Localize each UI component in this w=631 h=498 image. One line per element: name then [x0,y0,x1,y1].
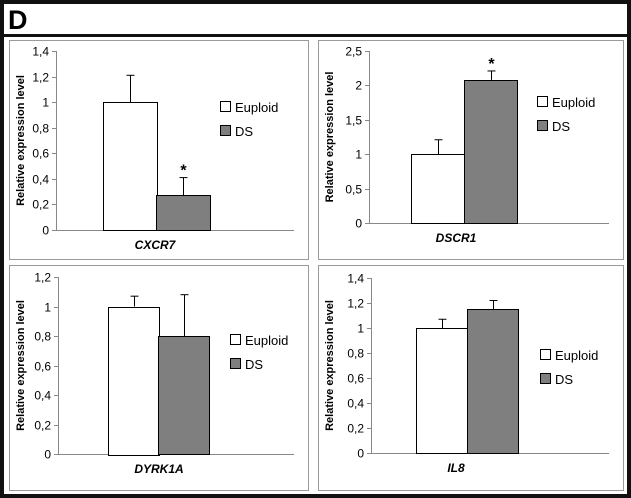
y-tick-label: 0,2 [347,422,364,436]
y-tick-label: 0 [357,447,364,461]
bar-ds [156,195,211,231]
y-axis-title: Relative expression level [324,72,336,203]
y-tick-label: 0,8 [347,347,364,361]
chart-svg: 0 0,5 1 1,5 2 2,5 Relative expression level DSC… [324,45,609,245]
legend-swatch-euploid [230,334,241,345]
y-tick-label: 1 [355,148,362,162]
y-tick-label: 1 [42,96,49,110]
y-axis-title: Relative expression level [324,300,336,431]
significance-marker: * [180,163,187,180]
y-axis-title: Relative expression level [15,300,27,431]
legend-swatch-euploid [537,96,548,107]
y-tick-label: 0 [355,217,362,231]
bar-ds [464,80,518,224]
y-tick-label: 1 [357,322,364,336]
chart-panel-cxcr7: 0 0,2 0,4 0,6 0,8 1 1,2 1,4 Relative expression … [9,40,309,260]
category-label-dyrk1a: DYRK1A [134,462,183,476]
y-tick-label: 0,5 [345,183,362,197]
legend-label-euploid: Euploid [245,333,288,348]
y-tick-label: 0,6 [32,147,49,161]
bar-ds [467,309,519,454]
legend-swatch-ds [230,358,241,369]
legend-label-euploid: Euploid [235,100,278,115]
y-tick-label: 0,4 [347,397,364,411]
y-tick-label: 0,6 [347,372,364,386]
chart-panel-dyrk1a: 0 0,2 0,4 0,6 0,8 1 1,2 Relative expression lev… [9,265,309,491]
y-tick-label: 1 [44,301,51,315]
y-tick-label: 1,2 [32,71,49,85]
y-tick-label: 0 [44,448,51,462]
y-tick-label: 0,8 [34,330,51,344]
header-divider [3,34,631,37]
chart-panel-il8: 0 0,2 0,4 0,6 0,8 1 1,2 1,4 Relative expression … [318,265,624,491]
y-tick-label: 2 [355,79,362,93]
y-tick-label: 1,5 [345,114,362,128]
y-tick-label: 1,2 [347,297,364,311]
chart-svg: 0 0,2 0,4 0,6 0,8 1 1,2 1,4 Relative expression … [15,45,294,252]
y-tick-label: 2,5 [345,45,362,59]
bar-euploid [416,328,468,454]
category-label-il8: IL8 [447,461,465,475]
y-tick-label: 0,8 [32,122,49,136]
legend-label-ds: DS [245,357,263,372]
legend-label-ds: DS [552,119,570,134]
significance-marker: * [488,56,495,73]
chart-svg: 0 0,2 0,4 0,6 0,8 1 1,2 1,4 Relative expression … [324,272,609,475]
chart-svg: 0 0,2 0,4 0,6 0,8 1 1,2 Relative expression lev… [15,271,294,476]
y-tick-label: 0,4 [32,173,49,187]
bar-ds [158,336,210,455]
y-tick-label: 1,4 [347,272,364,286]
legend-swatch-euploid [540,349,551,360]
y-axis-title: Relative expression level [15,75,27,206]
legend-swatch-ds [220,125,231,136]
bar-euploid [411,154,465,224]
bar-euploid [103,102,158,231]
y-tick-label: 0,6 [34,360,51,374]
y-tick-label: 1,4 [32,45,49,59]
legend-label-euploid: Euploid [552,95,595,110]
y-tick-label: 0,4 [34,389,51,403]
legend-label-euploid: Euploid [555,348,598,363]
legend-swatch-ds [540,373,551,384]
category-label-dscr1: DSCR1 [436,231,477,245]
y-tick-label: 0,2 [32,198,49,212]
legend-swatch-ds [537,120,548,131]
category-label-cxcr7: CXCR7 [135,238,177,252]
bar-euploid [108,307,160,456]
y-tick-label: 1,2 [34,271,51,285]
panel-letter: D [8,5,28,35]
legend-swatch-euploid [220,101,231,112]
y-tick-label: 0,2 [34,419,51,433]
legend-label-ds: DS [235,124,253,139]
chart-panel-dscr1: 0 0,5 1 1,5 2 2,5 Relative expression level DSC… [318,40,624,260]
legend-label-ds: DS [555,372,573,387]
y-tick-label: 0 [42,224,49,238]
